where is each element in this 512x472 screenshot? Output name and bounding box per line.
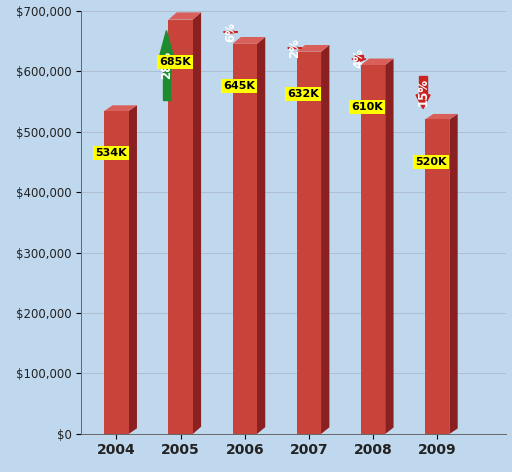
- Text: 632K: 632K: [287, 89, 319, 99]
- Polygon shape: [257, 37, 265, 434]
- Bar: [232, 44, 257, 434]
- Polygon shape: [227, 31, 234, 32]
- Polygon shape: [232, 37, 265, 44]
- Polygon shape: [296, 45, 329, 52]
- Polygon shape: [385, 59, 394, 434]
- Text: 15%: 15%: [417, 78, 430, 106]
- Text: 645K: 645K: [223, 81, 255, 91]
- Bar: [168, 20, 193, 434]
- Polygon shape: [104, 105, 137, 111]
- Polygon shape: [224, 32, 238, 33]
- Polygon shape: [193, 12, 201, 434]
- Bar: [361, 65, 385, 434]
- Polygon shape: [355, 55, 362, 59]
- Polygon shape: [352, 59, 366, 62]
- Polygon shape: [168, 12, 201, 20]
- Text: 28%: 28%: [160, 51, 173, 79]
- Polygon shape: [361, 59, 394, 65]
- Text: 6%: 6%: [224, 22, 237, 42]
- Polygon shape: [291, 47, 298, 48]
- Bar: [425, 119, 450, 434]
- Polygon shape: [419, 76, 426, 95]
- Text: 2%: 2%: [288, 38, 301, 58]
- Polygon shape: [163, 57, 170, 100]
- Text: 534K: 534K: [95, 149, 127, 159]
- Polygon shape: [129, 105, 137, 434]
- Polygon shape: [425, 114, 458, 119]
- Text: 520K: 520K: [415, 157, 447, 167]
- Polygon shape: [159, 31, 174, 57]
- Polygon shape: [288, 48, 302, 49]
- Text: 610K: 610K: [351, 102, 383, 112]
- Polygon shape: [321, 45, 329, 434]
- Polygon shape: [450, 114, 458, 434]
- Polygon shape: [416, 95, 430, 109]
- Text: 4%: 4%: [352, 48, 366, 68]
- Bar: [296, 52, 321, 434]
- Text: 685K: 685K: [159, 57, 190, 67]
- Bar: [104, 111, 129, 434]
